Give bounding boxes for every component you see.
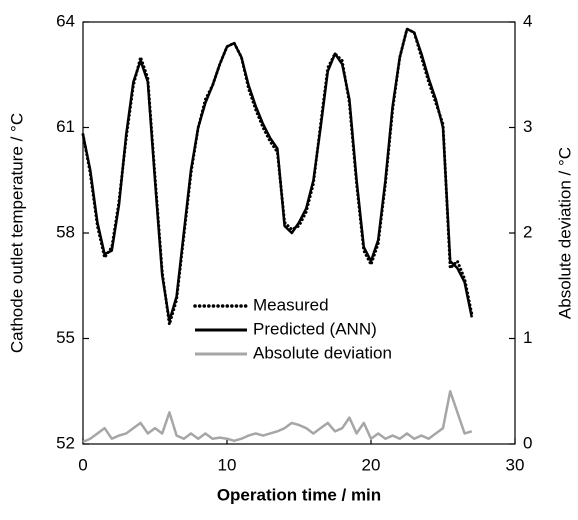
x-tick-label: 20 bbox=[362, 455, 381, 474]
y-tick-label: 64 bbox=[56, 11, 75, 30]
y2-axis-label: Absolute deviation / °C bbox=[555, 147, 574, 319]
series-line bbox=[81, 27, 474, 326]
y2-tick-label: 1 bbox=[523, 328, 532, 347]
x-axis-label: Operation time / min bbox=[217, 485, 381, 504]
y2-tick-label: 2 bbox=[523, 222, 532, 241]
x-tick-label: 0 bbox=[78, 455, 87, 474]
x-tick-label: 30 bbox=[506, 455, 525, 474]
legend-label: Predicted (ANN) bbox=[253, 319, 377, 338]
y-tick-label: 52 bbox=[56, 433, 75, 452]
legend-label: Absolute deviation bbox=[253, 343, 392, 362]
series-line bbox=[81, 27, 474, 323]
y-axis-label: Cathode outlet temperature / °C bbox=[7, 113, 26, 353]
x-tick-label: 10 bbox=[218, 455, 237, 474]
y2-tick-label: 3 bbox=[523, 117, 532, 136]
y-tick-label: 61 bbox=[56, 117, 75, 136]
y2-tick-label: 4 bbox=[523, 11, 532, 30]
y2-tick-label: 0 bbox=[523, 433, 532, 452]
y-tick-label: 55 bbox=[56, 328, 75, 347]
series-line bbox=[82, 390, 473, 444]
legend-label: Measured bbox=[253, 295, 329, 314]
y-tick-label: 58 bbox=[56, 222, 75, 241]
